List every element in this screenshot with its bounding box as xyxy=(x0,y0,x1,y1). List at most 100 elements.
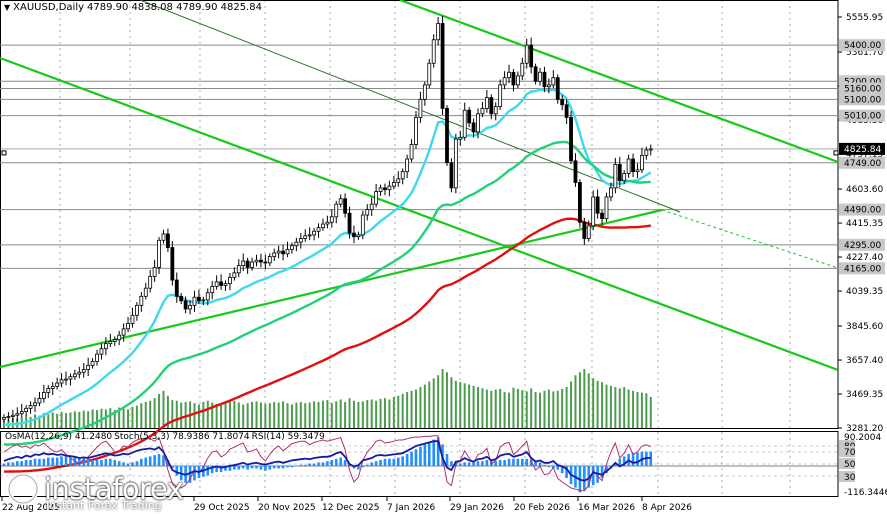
osma-bar xyxy=(268,466,272,470)
volume-bar xyxy=(158,393,161,428)
volume-bar xyxy=(251,401,254,428)
volume-bar xyxy=(184,401,187,428)
candle-body xyxy=(555,77,560,100)
candle-body xyxy=(281,250,285,255)
time-tick-label: 22 Aug 2025 xyxy=(2,503,60,513)
osma-bar xyxy=(148,456,152,466)
osma-bar xyxy=(543,464,546,466)
volume-bar xyxy=(543,390,546,428)
level-label-bg xyxy=(839,262,885,275)
candle-body xyxy=(467,109,472,124)
candle-body xyxy=(622,173,627,182)
indicator-subwindow: 90.200480705030-116.3446 xyxy=(0,433,887,498)
osma-bar xyxy=(427,442,431,466)
time-tick-label: 29 Jan 2026 xyxy=(450,503,504,513)
osma-bar xyxy=(33,458,37,466)
volume-bar xyxy=(339,399,342,428)
volume-bar xyxy=(109,408,112,428)
candle-body xyxy=(72,373,77,378)
volume-bar xyxy=(366,400,369,428)
volume-bar xyxy=(388,399,391,428)
volume-bar xyxy=(180,402,183,428)
candle-body xyxy=(502,77,507,86)
level-label-bg xyxy=(839,39,885,52)
candle-body xyxy=(644,149,649,156)
level-label-bg xyxy=(839,156,885,169)
volume-bar xyxy=(379,398,382,428)
osma-bar xyxy=(286,466,289,468)
candle-body xyxy=(533,66,538,82)
level-label: 4490.00 xyxy=(844,206,881,216)
candle-body xyxy=(290,245,294,250)
candle-body xyxy=(254,259,259,263)
osma-bar xyxy=(109,458,112,466)
volume-bar xyxy=(135,405,138,428)
volume-bar xyxy=(237,402,240,428)
candle-body xyxy=(551,77,556,86)
symbol-timeframe: XAUUSD,Daily xyxy=(13,2,85,13)
osma-label: OsMA(12,26,9) 41.2480 xyxy=(5,432,113,442)
osma-bar xyxy=(507,458,511,466)
volume-bar xyxy=(645,393,648,428)
osma-bar xyxy=(117,461,121,466)
volume-bar xyxy=(96,410,99,428)
time-axis: 22 Aug 2025 29 Oct 2025 20 Nov 2025 12 Dec … xyxy=(1,497,692,513)
candle-body xyxy=(130,314,135,324)
candle-body xyxy=(117,334,122,341)
indicator-axis-label: 30 xyxy=(844,473,856,483)
level-label: 5010.00 xyxy=(844,112,881,122)
candle-body xyxy=(329,216,334,223)
channel-upper-line xyxy=(399,0,839,164)
ohlc-values: 4789.90 4838.08 4789.90 4825.84 xyxy=(87,2,262,13)
volume-bar xyxy=(282,401,285,428)
volume-bar xyxy=(295,402,298,428)
candle-body xyxy=(578,182,582,223)
candle-body xyxy=(573,160,578,183)
candle-body xyxy=(236,265,241,274)
volume-bar xyxy=(437,375,440,428)
volume-bar xyxy=(34,414,37,428)
volume-bar xyxy=(534,392,537,428)
candle-body xyxy=(471,122,476,133)
dropdown-triangle-icon[interactable]: ▼ xyxy=(4,3,11,12)
volume-bar xyxy=(82,410,85,428)
candle-body xyxy=(183,300,188,310)
volume-bar xyxy=(410,390,413,428)
volume-bar xyxy=(264,403,267,428)
osma-bar xyxy=(591,466,595,486)
osma-bar xyxy=(436,437,440,466)
osma-bar xyxy=(255,466,258,469)
indicator-level-bg xyxy=(839,471,855,482)
price-tick-label: 3281.20 xyxy=(846,424,883,434)
volume-bar xyxy=(481,388,484,428)
candle-body xyxy=(197,296,201,302)
osma-bar xyxy=(299,464,303,466)
candle-body xyxy=(188,304,192,310)
osma-bar xyxy=(20,461,24,466)
volume-bar xyxy=(530,388,533,428)
osma-bar xyxy=(215,466,218,472)
osma-bar xyxy=(295,466,298,467)
price-tick-label: 5555.95 xyxy=(846,13,883,23)
osma-bar xyxy=(272,466,276,469)
candle-body xyxy=(250,261,254,268)
price-tick-label: 4415.35 xyxy=(846,219,883,229)
candle-body xyxy=(422,84,427,100)
price-axis: 5555.955361.705173.554985.304797.154603.… xyxy=(838,13,885,434)
osma-bar xyxy=(237,466,241,470)
osma-bar xyxy=(365,464,369,466)
candle-body xyxy=(609,187,613,198)
level-label-bg xyxy=(839,238,885,251)
volume-bar xyxy=(383,398,386,428)
candle-body xyxy=(210,285,215,294)
candle-body xyxy=(418,98,423,118)
candle-body xyxy=(10,414,15,417)
candle-body xyxy=(374,191,379,205)
candle-body xyxy=(431,39,436,64)
volume-bar xyxy=(397,395,400,428)
candle-body xyxy=(245,260,250,268)
watermark: instaforex Instant Forex Trading xyxy=(6,472,184,512)
candle-body xyxy=(440,23,445,109)
candle-body xyxy=(259,259,263,263)
